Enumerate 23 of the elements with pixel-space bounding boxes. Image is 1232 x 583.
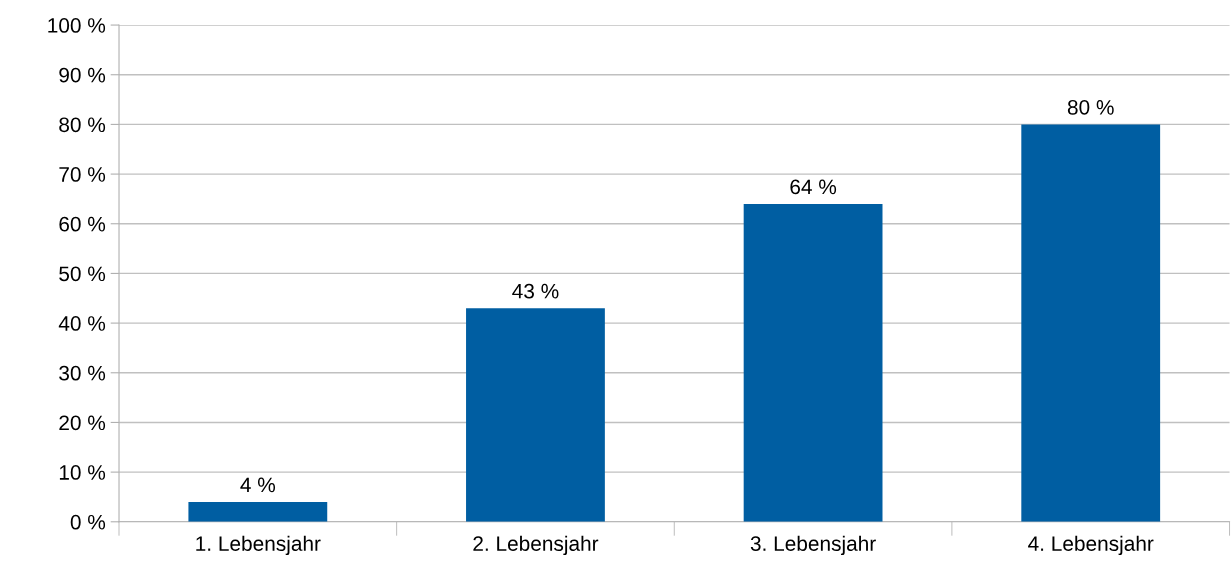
- y-tick-label: 30 %: [59, 365, 106, 381]
- bar: [743, 203, 883, 522]
- data-label: 64 %: [790, 179, 837, 195]
- x-tick-label: 1. Lebensjahr: [196, 535, 321, 556]
- data-label: 80 %: [1067, 99, 1114, 115]
- bar: [466, 308, 605, 522]
- x-tick-label: 4. Lebensjahr: [1028, 535, 1154, 556]
- y-tick-label: 10 %: [59, 465, 106, 480]
- y-tick-label: 70 %: [59, 167, 106, 182]
- data-label: 4 %: [240, 477, 276, 493]
- y-tick-label: 60 %: [59, 216, 106, 232]
- data-label: 43 %: [512, 283, 559, 299]
- x-tick-label: 2. Lebensjahr: [473, 535, 599, 556]
- y-tick-label: 40 %: [58, 316, 106, 331]
- y-tick-label: 20 %: [59, 415, 106, 431]
- y-tick-label: 0 %: [70, 514, 106, 530]
- y-tick-label: 90 %: [59, 67, 106, 83]
- bar: [1021, 124, 1161, 522]
- y-tick-label: 50 %: [59, 266, 106, 282]
- y-tick-label: 100 %: [48, 18, 106, 33]
- bar: [188, 501, 328, 522]
- y-tick-label: 80 %: [59, 117, 106, 133]
- x-tick-label: 3. Lebensjahr: [750, 535, 876, 556]
